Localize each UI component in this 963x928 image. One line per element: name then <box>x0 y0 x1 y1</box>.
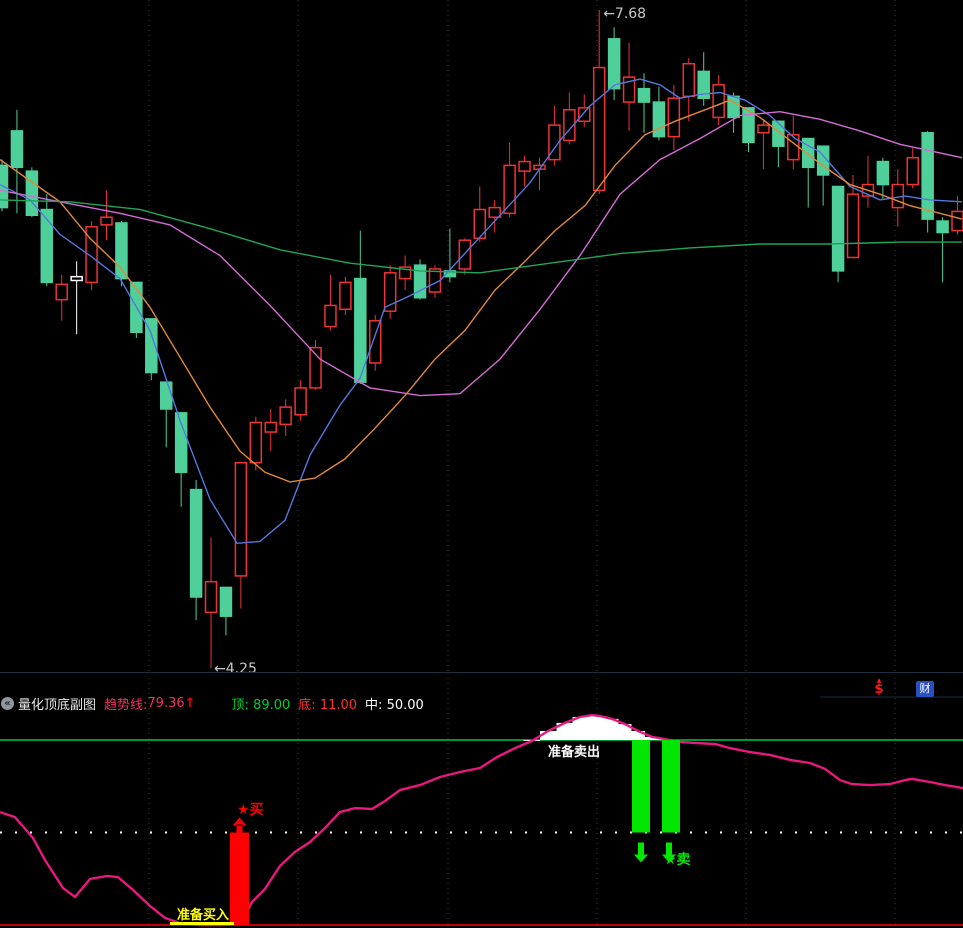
trend-label: 趋势线: <box>104 697 148 713</box>
trend-line <box>0 713 963 927</box>
buy-signal-bar[interactable] <box>230 832 249 926</box>
buy-zone-underline <box>170 922 234 925</box>
sell-star-label: ★卖 <box>664 851 691 868</box>
candle[interactable] <box>204 537 218 668</box>
candle[interactable] <box>249 416 263 471</box>
candle[interactable] <box>309 339 322 390</box>
candle[interactable] <box>578 94 591 128</box>
candle[interactable] <box>324 274 337 331</box>
trend-value: 79.36 <box>147 695 185 711</box>
collapse-icon[interactable]: « <box>1 696 14 710</box>
candle[interactable] <box>712 75 725 126</box>
candle[interactable] <box>697 52 710 106</box>
corner-toolbar: ▲ $ 财 <box>868 678 963 698</box>
candle[interactable] <box>115 221 128 287</box>
candle[interactable] <box>772 120 785 168</box>
high-price-label: ←7.68 <box>603 6 646 22</box>
sell-signal-bar[interactable] <box>632 740 650 833</box>
candle[interactable] <box>189 480 203 621</box>
candle[interactable] <box>906 148 919 189</box>
candle[interactable] <box>607 27 621 101</box>
candle[interactable] <box>413 259 427 300</box>
candle[interactable] <box>40 194 54 287</box>
candle[interactable] <box>757 119 770 170</box>
overbought-dome <box>523 715 673 741</box>
candle[interactable] <box>443 228 457 283</box>
chart-panel-divider <box>0 672 963 673</box>
ma-mid-line <box>0 99 963 483</box>
candle[interactable] <box>861 155 875 208</box>
candle[interactable] <box>294 380 307 421</box>
candle[interactable] <box>637 73 651 133</box>
ma-slow-line <box>0 110 963 397</box>
buy-star-label: ★买 <box>237 802 264 818</box>
bottom-level-label: 底: 11.00 <box>298 697 358 713</box>
candle[interactable] <box>354 230 367 385</box>
candle[interactable] <box>921 130 934 233</box>
sell-down-arrow-icon <box>634 842 648 863</box>
wealth-icon[interactable]: 财 <box>916 681 934 697</box>
candle[interactable] <box>174 412 188 507</box>
candle[interactable] <box>488 199 501 233</box>
candle[interactable] <box>219 586 233 636</box>
ma-long-line <box>0 199 962 274</box>
ma-fast-line <box>0 78 963 545</box>
candle[interactable] <box>145 318 158 381</box>
candle[interactable] <box>876 157 890 200</box>
sell-down-arrow-icon <box>662 842 676 863</box>
main-candlestick-chart[interactable]: ←7.68 ←4.25 <box>0 0 963 672</box>
candle[interactable] <box>369 315 382 371</box>
candle[interactable] <box>936 217 949 283</box>
candle[interactable] <box>592 10 606 195</box>
candle[interactable] <box>831 185 845 283</box>
candle[interactable] <box>25 167 39 218</box>
candle[interactable] <box>682 57 696 122</box>
candle[interactable] <box>339 276 352 316</box>
indicator-header: « 量化顶底副图 趋势线: 79.36 ↑ 顶: 89.00 底: 11.00 … <box>0 694 424 713</box>
candle[interactable] <box>563 92 576 145</box>
money-flow-icon[interactable]: ▲ $ <box>874 677 884 697</box>
candle[interactable] <box>130 281 143 339</box>
candle[interactable] <box>398 255 412 291</box>
buy-up-arrow-icon <box>232 817 247 833</box>
candle[interactable] <box>652 86 666 141</box>
candle[interactable] <box>85 221 98 291</box>
low-price-label: ←4.25 <box>214 661 257 672</box>
top-level-label: 顶: 89.00 <box>231 697 291 713</box>
prepare-sell-note: 准备卖出 <box>548 744 600 760</box>
candle[interactable] <box>518 155 531 187</box>
candle[interactable] <box>801 137 815 208</box>
candle[interactable] <box>458 238 472 275</box>
candle[interactable] <box>383 265 397 319</box>
candle[interactable] <box>55 274 68 321</box>
candle[interactable] <box>10 109 24 214</box>
candle[interactable] <box>667 84 681 151</box>
candle[interactable] <box>234 461 248 609</box>
candle[interactable] <box>279 399 292 436</box>
mid-level-label: 中: 50.00 <box>365 697 424 713</box>
trend-up-arrow-icon: ↑ <box>184 695 196 711</box>
candle[interactable] <box>503 142 516 218</box>
candle[interactable] <box>548 105 561 166</box>
candle[interactable] <box>264 409 277 452</box>
candle[interactable] <box>100 190 113 241</box>
indicator-title[interactable]: 量化顶底副图 <box>18 697 97 713</box>
prepare-buy-note: 准备买入 <box>177 907 229 923</box>
candle[interactable] <box>951 196 963 235</box>
sell-signal-bar[interactable] <box>662 740 680 833</box>
candle[interactable] <box>70 261 83 335</box>
candle[interactable] <box>622 42 636 131</box>
